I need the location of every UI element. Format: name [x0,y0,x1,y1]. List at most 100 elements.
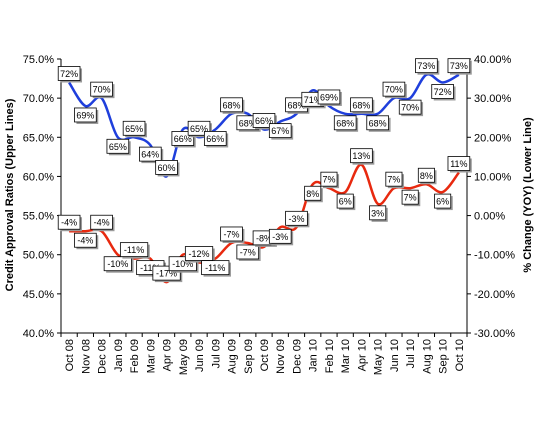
right-tick-label: 40.00% [474,54,512,66]
data-label-text: 72% [434,87,452,97]
data-label-box [447,156,471,171]
data-label: 11% [447,156,472,173]
data-label-text: 68% [336,118,354,128]
data-label-text: 70% [401,103,419,113]
data-label: 69% [74,107,99,124]
data-label-text: -17% [156,269,177,279]
data-label-text: 7% [387,175,400,185]
x-tick-label: Jan 09 [113,339,125,372]
data-label-box [203,131,227,146]
x-tick-label: Sep 09 [243,339,255,374]
data-label-box [431,84,454,99]
right-tick-label: 10.00% [474,171,512,183]
data-label-box [447,58,471,74]
data-label-box [122,120,146,136]
data-label: 67% [268,123,294,140]
data-label-text: 7% [322,175,335,185]
x-tick-label: Dec 09 [291,339,303,374]
data-label: 64% [139,146,164,164]
x-tick-label: Nov 08 [80,339,92,374]
data-label-text: 68% [223,100,241,110]
right-tick-label: 30.00% [474,93,512,105]
data-label-box [57,66,81,81]
data-label-box [415,58,438,74]
x-tick-label: Oct 09 [259,339,271,371]
data-label-box [385,171,403,187]
x-tick-label: Sep 10 [438,339,450,374]
data-label-box [74,232,97,248]
data-label-text: 67% [271,126,289,136]
data-label-box [139,146,162,162]
data-label-text: -10% [172,259,193,269]
data-label-text: 11% [450,159,467,169]
data-label-text: -8% [256,233,272,243]
data-label: 70% [398,99,424,117]
right-tick-label: 20.00% [474,132,512,144]
data-label: -4% [90,214,115,232]
data-label-text: 69% [76,110,94,120]
data-label-box [417,167,435,183]
data-label-box [382,81,406,97]
right-tick-label: -30.00% [474,328,515,340]
data-label: 13% [350,148,375,165]
data-label: -7% [236,244,261,261]
data-label-box [333,115,357,131]
data-label-box [317,89,341,105]
x-tick-label: May 10 [373,339,385,375]
data-label-box [285,210,308,226]
x-tick-label: Jun 09 [194,339,206,372]
data-label: -3% [285,210,310,228]
data-label-text: 66% [174,134,192,144]
data-label-text: 73% [450,61,468,71]
x-tick-label: Aug 10 [421,339,433,374]
data-label-text: 8% [306,189,319,199]
data-label: 7% [320,171,340,189]
right-tick-label: 0.00% [474,211,505,223]
data-label-box [401,189,419,205]
data-label-text: 6% [339,197,352,207]
data-label-text: -7% [224,229,240,239]
data-label-box [155,160,178,175]
data-label-box [184,246,214,261]
data-label: 7% [385,171,405,189]
right-tick-label: -10.00% [474,250,515,262]
data-label-text: 7% [404,193,417,203]
data-label: 70% [382,81,407,99]
x-tick-label: Jul 10 [405,339,417,368]
data-label-text: 60% [158,163,176,173]
data-label-text: 66% [255,116,273,126]
data-label-box [350,97,373,113]
right-axis-ticks: -30.00% -20.00% -10.00% 0.00% 10.00% 20.00% 30… [467,54,515,340]
data-label: -4% [74,232,99,250]
data-label-text: -4% [77,236,93,246]
data-label-box [119,242,149,258]
left-tick-label: 75.0% [23,54,54,66]
data-label-box [57,214,81,230]
x-tick-label: Jan 10 [308,339,320,372]
data-label-box [90,214,113,230]
data-label-box [434,193,452,209]
data-label-text: 70% [93,85,111,95]
data-label: 66% [203,131,229,148]
data-label-text: -12% [189,249,210,259]
left-tick-label: 45.0% [23,289,54,301]
data-label: -10% [103,256,134,273]
data-label: 73% [447,58,472,75]
data-label-box [74,107,97,123]
x-tick-label: Apr 09 [162,339,174,371]
data-label-text: -3% [272,232,288,242]
x-tick-label: May 09 [178,339,190,375]
data-label: -12% [184,246,215,263]
x-tick-label: Nov 09 [275,339,287,374]
data-label-text: 71% [304,95,322,105]
data-label-text: 3% [371,208,384,218]
data-label-box [336,193,354,209]
data-label-box [268,123,292,139]
left-tick-label: 50.0% [23,250,54,262]
data-label-text: -4% [94,218,110,228]
left-tick-label: 70.0% [23,93,54,105]
data-label-text: 68% [239,118,257,128]
data-label-box [369,205,387,221]
data-label: 72% [431,84,456,101]
